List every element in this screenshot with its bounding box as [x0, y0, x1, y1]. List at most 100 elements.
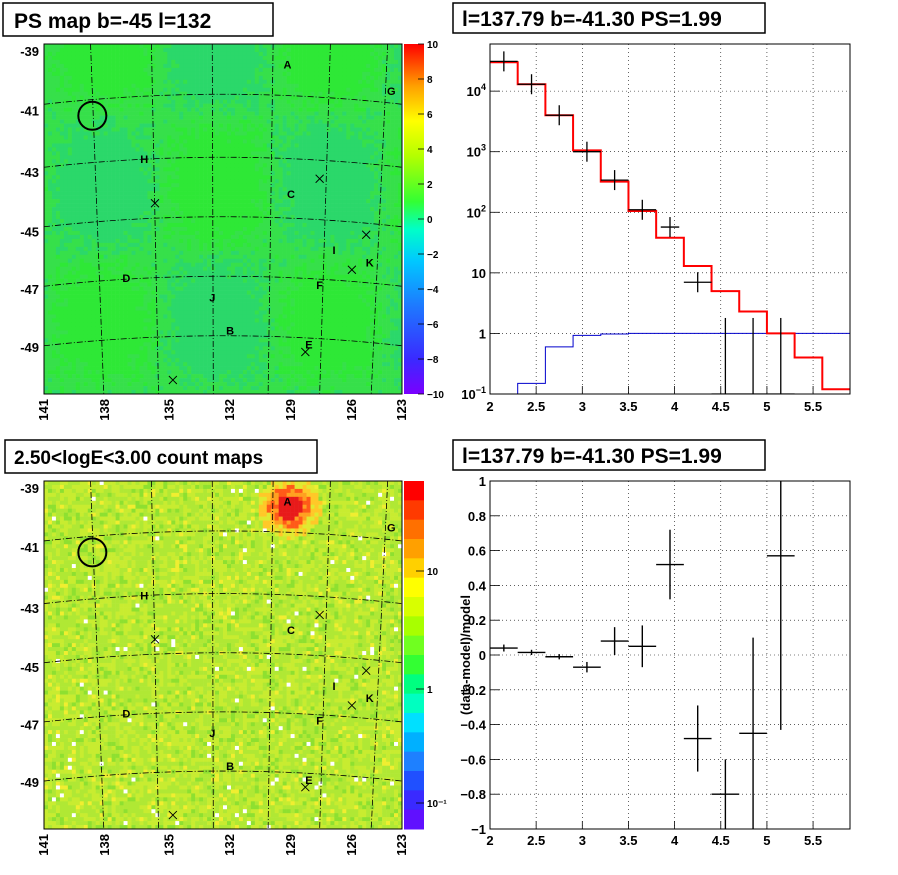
heatmap-cell — [179, 382, 184, 387]
heatmap-cell — [83, 183, 89, 188]
heatmap-cell — [44, 354, 49, 359]
heatmap-cell — [143, 135, 148, 140]
heatmap-cell — [75, 390, 81, 394]
heatmap-cell — [238, 258, 244, 264]
heatmap-cell — [47, 286, 53, 291]
heatmap-cell — [155, 151, 160, 156]
heatmap-cell — [250, 226, 256, 232]
heatmap-cell — [107, 390, 112, 394]
heatmap-cell — [266, 282, 272, 287]
heatmap-cell — [159, 326, 164, 331]
heatmap-cell — [179, 163, 184, 168]
heatmap-cell — [238, 131, 244, 136]
heatmap-cell — [91, 318, 97, 323]
heatmap-cell — [111, 139, 116, 144]
heatmap-cell — [143, 187, 148, 192]
heatmap-cell — [75, 123, 81, 128]
heatmap-cell — [147, 75, 152, 81]
heatmap-cell — [44, 254, 49, 260]
heatmap-cell — [191, 155, 196, 160]
heatmap-cell — [119, 266, 124, 272]
heatmap-cell — [63, 254, 69, 260]
heatmap-cell — [91, 171, 97, 176]
heatmap-cell — [199, 171, 204, 176]
heatmap-cell — [99, 290, 104, 295]
heatmap-cell — [167, 322, 172, 327]
heatmap-cell — [171, 302, 176, 307]
heatmap-cell — [191, 246, 196, 252]
heatmap-cell — [266, 71, 272, 77]
heatmap-cell — [91, 242, 97, 248]
heatmap-cell — [191, 47, 196, 53]
heatmap-cell — [55, 386, 61, 391]
heatmap-cell — [171, 155, 176, 160]
heatmap-cell — [219, 183, 224, 188]
heatmap-cell — [51, 147, 57, 152]
heatmap-cell — [219, 250, 224, 256]
heatmap-cell — [266, 115, 272, 120]
heatmap-cell — [99, 99, 104, 104]
heatmap-cell — [155, 258, 160, 264]
heatmap-cell — [147, 159, 152, 164]
heatmap-cell — [135, 354, 140, 359]
heatmap-cell — [234, 234, 240, 240]
heatmap-cell — [107, 123, 112, 128]
heatmap-cell — [246, 167, 252, 172]
heatmap-cell — [143, 330, 148, 335]
heatmap-cell — [258, 286, 264, 291]
heatmap-cell — [67, 342, 73, 347]
heatmap-cell — [246, 179, 252, 184]
heatmap-cell — [127, 246, 132, 252]
heatmap-cell — [167, 207, 172, 212]
heatmap-cell — [67, 306, 73, 311]
heatmap-cell — [163, 318, 168, 323]
heatmap-cell — [179, 123, 184, 128]
heatmap-cell — [99, 147, 104, 152]
heatmap-cell — [215, 111, 220, 116]
heatmap-cell — [127, 322, 132, 327]
heatmap-cell — [119, 139, 124, 144]
heatmap-cell — [131, 226, 136, 232]
heatmap-cell — [67, 294, 73, 299]
heatmap-cell — [115, 354, 120, 359]
heatmap-cell — [215, 326, 220, 331]
heatmap-cell — [238, 63, 244, 69]
heatmap-cell — [254, 390, 260, 394]
heatmap-cell — [135, 298, 140, 303]
heatmap-cell — [79, 374, 85, 379]
heatmap-cell — [51, 382, 57, 387]
heatmap-cell — [111, 242, 116, 248]
heatmap-cell — [187, 278, 192, 283]
heatmap-cell — [250, 51, 256, 57]
heatmap-cell — [83, 171, 89, 176]
heatmap-cell — [250, 358, 256, 363]
heatmap-cell — [99, 346, 104, 351]
heatmap-cell — [139, 195, 144, 200]
heatmap-cell — [234, 99, 240, 104]
heatmap-cell — [163, 103, 168, 108]
heatmap-cell — [44, 44, 49, 49]
heatmap-cell — [51, 390, 57, 394]
heatmap-cell — [143, 374, 148, 379]
heatmap-cell — [47, 91, 53, 97]
heatmap-cell — [219, 286, 224, 291]
heatmap-cell — [159, 167, 164, 172]
heatmap-cell — [262, 222, 268, 228]
heatmap-cell — [171, 187, 176, 192]
heatmap-cell — [79, 147, 85, 152]
heatmap-cell — [258, 103, 264, 108]
heatmap-cell — [195, 370, 200, 375]
heatmap-cell — [207, 67, 212, 73]
heatmap-cell — [119, 274, 124, 279]
heatmap-cell — [123, 262, 128, 268]
heatmap-cell — [234, 362, 240, 367]
heatmap-cell — [215, 55, 220, 61]
heatmap-cell — [187, 386, 192, 391]
heatmap-cell — [266, 127, 272, 132]
heatmap-cell — [163, 222, 168, 228]
heatmap-cell — [183, 71, 188, 77]
heatmap-cell — [51, 44, 57, 49]
heatmap-cell — [155, 386, 160, 391]
heatmap-cell — [215, 195, 220, 200]
heatmap-cell — [99, 270, 104, 275]
